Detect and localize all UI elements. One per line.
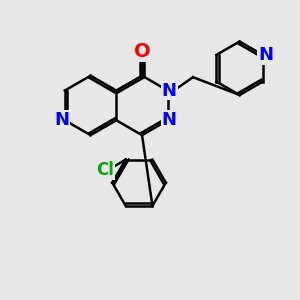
Text: Cl: Cl bbox=[96, 161, 114, 179]
Text: N: N bbox=[162, 82, 177, 100]
Text: N: N bbox=[162, 111, 177, 129]
Text: N: N bbox=[54, 111, 69, 129]
Text: N: N bbox=[258, 46, 273, 64]
Text: O: O bbox=[134, 42, 150, 62]
